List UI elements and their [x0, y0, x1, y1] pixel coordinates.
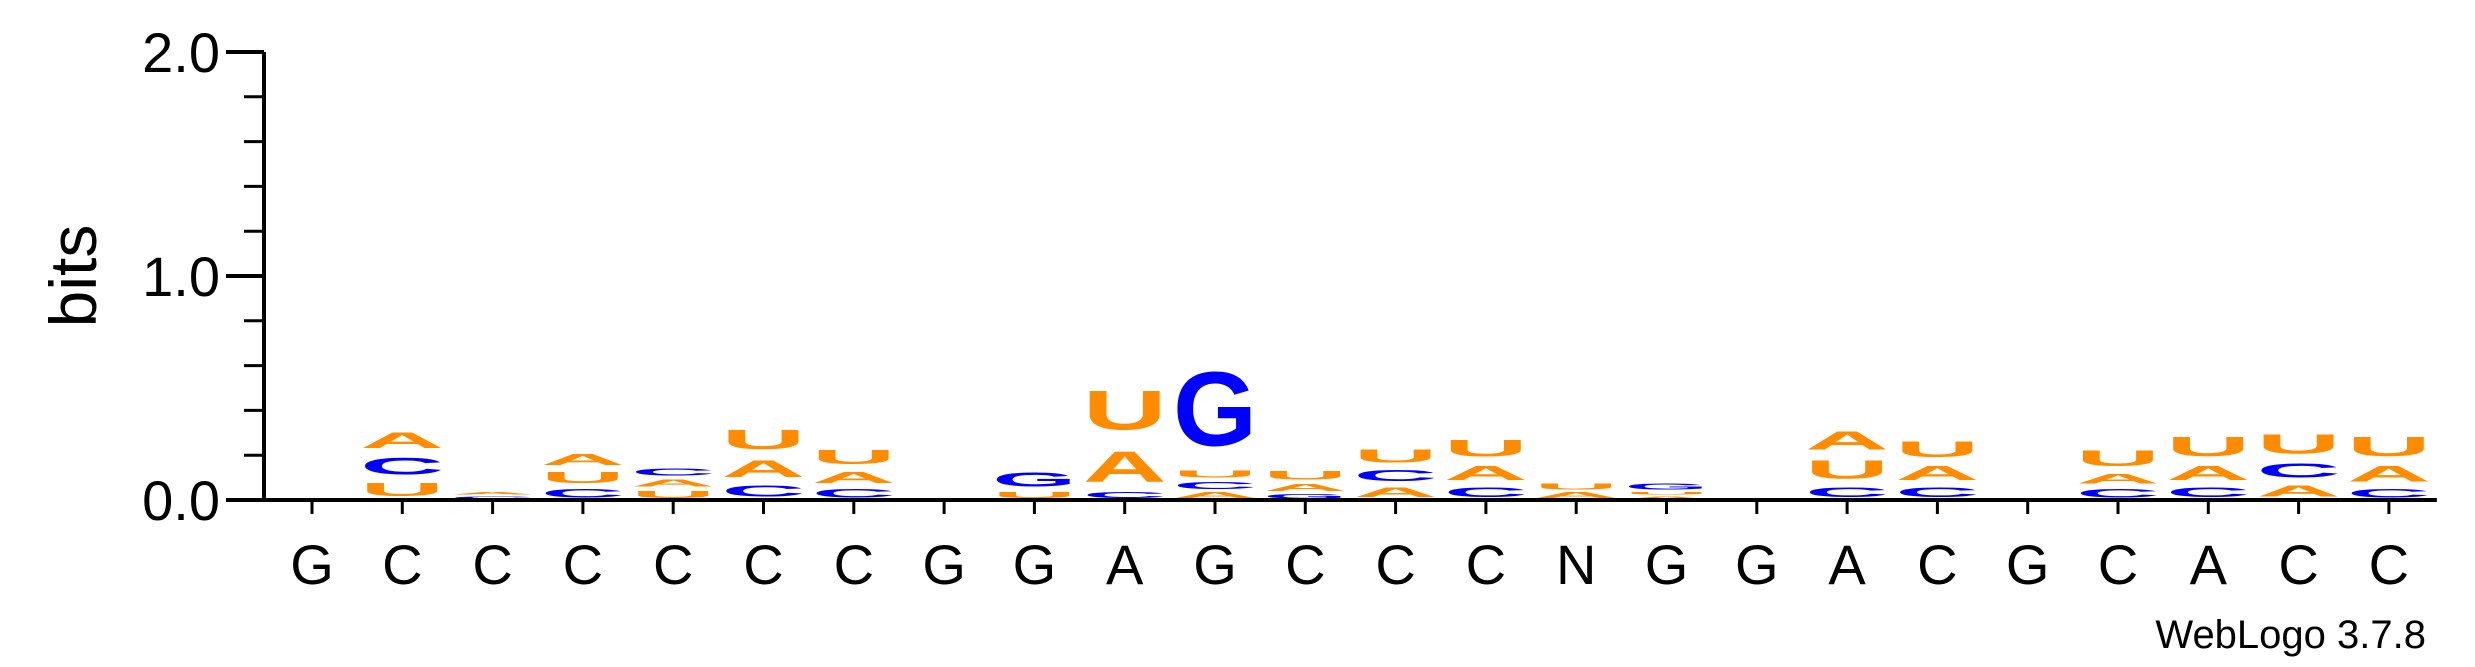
glyph-A: A: [360, 428, 444, 453]
position-label: C: [2369, 533, 2409, 596]
position-label: C: [563, 533, 603, 596]
glyph-U: U: [541, 469, 625, 487]
glyph-U: U: [1263, 469, 1347, 482]
position-label: C: [382, 533, 422, 596]
position-label: G: [2006, 533, 2050, 596]
glyph-C: C: [631, 466, 715, 477]
y-tick-label: 1.0: [142, 245, 220, 308]
position-label: C: [743, 533, 783, 596]
position-label: A: [1828, 533, 1866, 596]
glyph-A: A: [1083, 441, 1167, 491]
position-label: C: [1466, 533, 1506, 596]
y-axis: 0.0 1.0 2.0: [142, 21, 266, 532]
glyph-C: C: [451, 496, 535, 500]
glyph-A: A: [812, 469, 896, 487]
glyph-U: U: [2347, 430, 2431, 461]
glyph-A: A: [1354, 484, 1438, 500]
position-label: N: [1556, 533, 1596, 596]
glyph-A: A: [2257, 482, 2341, 500]
position-label: C: [1285, 533, 1325, 596]
glyph-A: A: [1444, 462, 1528, 485]
glyph-A: A: [451, 491, 535, 495]
glyph-C: C: [1805, 484, 1889, 500]
glyph-C: C: [2076, 486, 2160, 499]
position-label: G: [1645, 533, 1689, 596]
glyph-U: U: [1354, 446, 1438, 466]
glyph-U: U: [812, 446, 896, 469]
glyph-C: C: [2347, 486, 2431, 499]
position-label: G: [1013, 533, 1057, 596]
glyph-C: C: [2257, 459, 2341, 482]
glyph-A: A: [1263, 482, 1347, 493]
glyph-A: A: [1805, 426, 1889, 455]
glyph-A: A: [2076, 471, 2160, 487]
y-tick-label: 2.0: [142, 21, 220, 84]
glyph-C: C: [1895, 484, 1979, 500]
glyph-C: C: [722, 482, 806, 500]
glyph-G: G: [992, 469, 1076, 491]
glyph-A: A: [541, 451, 625, 469]
glyph-A: A: [1534, 491, 1618, 500]
position-label: C: [2098, 533, 2138, 596]
y-tick-label: 0.0: [142, 469, 220, 532]
glyph-C: C: [812, 486, 896, 499]
position-label: C: [472, 533, 512, 596]
position-label: A: [1106, 533, 1144, 596]
position-label: C: [1917, 533, 1957, 596]
glyph-C: C: [1354, 466, 1438, 484]
position-label: C: [2278, 533, 2318, 596]
glyph-U: U: [360, 480, 444, 500]
position-label: G: [922, 533, 966, 596]
weblogo-credit: WebLogo 3.7.8: [2155, 613, 2426, 657]
position-label: G: [290, 533, 334, 596]
position-label: C: [1375, 533, 1415, 596]
position-label: C: [653, 533, 693, 596]
glyph-U: U: [1805, 455, 1889, 484]
position-label: G: [1193, 533, 1237, 596]
glyph-U: U: [2257, 428, 2341, 459]
glyph-C: C: [541, 486, 625, 499]
glyph-U: U: [722, 424, 806, 455]
glyph-U: U: [1625, 491, 1709, 495]
glyph-C: C: [2166, 484, 2250, 500]
glyph-U: U: [1173, 469, 1257, 480]
glyph-U: U: [2166, 430, 2250, 461]
y-axis-title: bits: [36, 225, 110, 328]
glyph-A: A: [1895, 462, 1979, 485]
glyph-U: U: [1895, 437, 1979, 462]
glyph-A: A: [2166, 462, 2250, 485]
position-label: C: [834, 533, 874, 596]
glyph-G: G: [1625, 482, 1709, 491]
glyph-U: U: [1534, 482, 1618, 491]
glyph-C: C: [1444, 484, 1528, 500]
position-label: A: [2190, 533, 2228, 596]
glyph-A: A: [2347, 462, 2431, 487]
glyph-A: A: [722, 455, 806, 482]
glyph-U: U: [1083, 379, 1167, 442]
position-label: G: [1735, 533, 1779, 596]
glyph-U: U: [1444, 435, 1528, 462]
glyph-U: U: [992, 491, 1076, 500]
glyph-U: U: [631, 489, 715, 500]
glyph-C: C: [360, 453, 444, 480]
glyph-C: C: [1173, 480, 1257, 491]
glyph-A: A: [631, 478, 715, 489]
glyph-A: A: [1173, 491, 1257, 500]
glyph-G: G: [1173, 349, 1257, 468]
glyph-G: G: [1263, 493, 1347, 500]
glyph-A: A: [1625, 496, 1709, 500]
glyph-C: C: [1083, 491, 1167, 500]
glyph-U: U: [2076, 446, 2160, 471]
